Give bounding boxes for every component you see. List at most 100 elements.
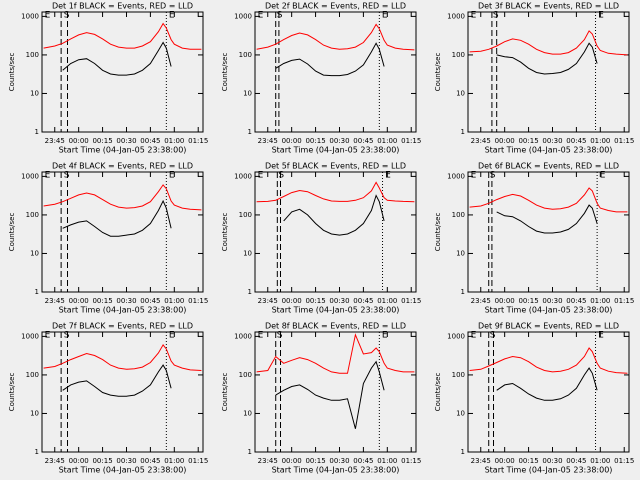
x-tick-label: 00:45 <box>353 297 373 305</box>
x-tick-label: 01:00 <box>590 457 610 465</box>
y-tick-label: 1 <box>248 448 252 456</box>
series-line <box>43 22 202 50</box>
x-tick-label: 00:45 <box>566 297 586 305</box>
series-line <box>469 187 628 213</box>
marker-label: E <box>45 331 51 341</box>
marker-label: S <box>490 331 496 341</box>
y-axis-label: Counts/sec <box>434 213 442 252</box>
marker-label: E <box>600 171 606 181</box>
panel: Det 9f BLACK = Events, RED = LLD Start Ti… <box>434 322 634 475</box>
x-tick-label: 00:45 <box>353 137 373 145</box>
y-tick-label: 1 <box>35 448 39 456</box>
x-axis-label: Start Time (04-Jan-05 23:38:00) <box>272 306 400 315</box>
chart-title: Det 5f BLACK = Events, RED = LLD <box>265 162 406 171</box>
y-tick-label: 100 <box>26 371 39 379</box>
y-tick-label: 1000 <box>234 172 252 180</box>
marker-label: E <box>385 171 391 181</box>
y-tick-label: 1000 <box>21 12 39 20</box>
chart-title: Det 3f BLACK = Events, RED = LLD <box>478 2 619 11</box>
x-tick-label: 00:15 <box>518 297 538 305</box>
x-tick-label: 00:00 <box>69 297 89 305</box>
y-tick-label: 100 <box>26 211 39 219</box>
x-tick-label: 00:00 <box>282 137 302 145</box>
x-tick-label: 00:15 <box>518 457 538 465</box>
y-tick-label: 10 <box>456 249 465 257</box>
series-line <box>62 199 172 237</box>
x-tick-label: 00:00 <box>495 457 515 465</box>
marker-label: E <box>598 11 604 21</box>
series-line <box>43 344 202 371</box>
x-axis-label: Start Time (04-Jan-05 23:38:00) <box>59 306 187 315</box>
y-tick-label: 10 <box>30 89 39 97</box>
plot-frame <box>41 171 204 293</box>
chart-title: Det 9f BLACK = Events, RED = LLD <box>478 322 619 331</box>
marker-label: E <box>382 331 388 341</box>
x-tick-label: 00:00 <box>495 297 515 305</box>
x-axis-label: Start Time (04-Jan-05 23:38:00) <box>485 306 613 315</box>
y-tick-label: 1000 <box>234 332 252 340</box>
panel: Det 2f BLACK = Events, RED = LLD Start Ti… <box>221 2 421 155</box>
x-tick-label: 01:15 <box>401 297 421 305</box>
y-tick-label: 10 <box>456 409 465 417</box>
panel: Det 6f BLACK = Events, RED = LLD Start Ti… <box>434 162 634 315</box>
x-tick-label: 00:15 <box>92 297 112 305</box>
series-line <box>275 42 385 77</box>
y-tick-label: 1000 <box>447 332 465 340</box>
x-tick-label: 01:00 <box>377 457 397 465</box>
x-tick-label: 01:00 <box>164 297 184 305</box>
y-tick-label: 1 <box>248 288 252 296</box>
x-tick-label: 01:00 <box>377 137 397 145</box>
y-tick-label: 1 <box>461 288 465 296</box>
y-tick-label: 100 <box>239 51 252 59</box>
x-tick-label: 01:15 <box>188 297 208 305</box>
x-tick-label: 23:45 <box>45 297 65 305</box>
y-axis-label: Counts/sec <box>221 213 229 252</box>
series-line <box>469 347 628 374</box>
panel: Det 5f BLACK = Events, RED = LLD Start Ti… <box>221 162 421 315</box>
series-line <box>43 184 202 211</box>
marker-label: S <box>490 171 496 181</box>
y-tick-label: 100 <box>452 371 465 379</box>
panel: Det 8f BLACK = Events, RED = LLD Start Ti… <box>221 322 421 475</box>
series-line <box>496 42 598 75</box>
series-line <box>496 204 598 234</box>
x-tick-label: 23:45 <box>471 457 491 465</box>
marker-label: E <box>45 11 51 21</box>
series-line <box>256 333 415 374</box>
marker-label: S <box>277 331 283 341</box>
x-tick-label: 00:30 <box>116 297 136 305</box>
marker-label: E <box>471 331 477 341</box>
y-tick-label: 100 <box>452 211 465 219</box>
y-axis-label: Counts/sec <box>434 373 442 412</box>
marker-label: E <box>258 11 264 21</box>
x-tick-label: 00:15 <box>305 457 325 465</box>
x-tick-label: 00:45 <box>353 457 373 465</box>
x-tick-label: 00:30 <box>329 457 349 465</box>
x-tick-label: 01:00 <box>590 297 610 305</box>
x-tick-label: 00:30 <box>116 137 136 145</box>
x-tick-label: 01:15 <box>614 297 634 305</box>
chart-title: Det 6f BLACK = Events, RED = LLD <box>478 162 619 171</box>
x-tick-label: 00:30 <box>542 137 562 145</box>
x-axis-label: Start Time (04-Jan-05 23:38:00) <box>272 146 400 155</box>
y-tick-label: 100 <box>452 51 465 59</box>
x-tick-label: 01:00 <box>164 137 184 145</box>
x-tick-label: 00:30 <box>116 457 136 465</box>
series-line <box>275 360 385 429</box>
x-tick-label: 01:00 <box>164 457 184 465</box>
chart-title: Det 4f BLACK = Events, RED = LLD <box>52 162 193 171</box>
x-tick-label: 00:00 <box>69 457 89 465</box>
x-tick-label: 01:15 <box>188 457 208 465</box>
series-line <box>256 23 415 51</box>
panel: Det 4f BLACK = Events, RED = LLD Start Ti… <box>8 162 208 315</box>
marker-label: E <box>598 331 604 341</box>
x-tick-label: 00:45 <box>140 297 160 305</box>
marker-label: E <box>169 331 175 341</box>
y-tick-label: 10 <box>30 249 39 257</box>
y-tick-label: 1000 <box>234 12 252 20</box>
marker-label: E <box>382 11 388 21</box>
y-tick-label: 1000 <box>447 12 465 20</box>
y-tick-label: 10 <box>243 409 252 417</box>
